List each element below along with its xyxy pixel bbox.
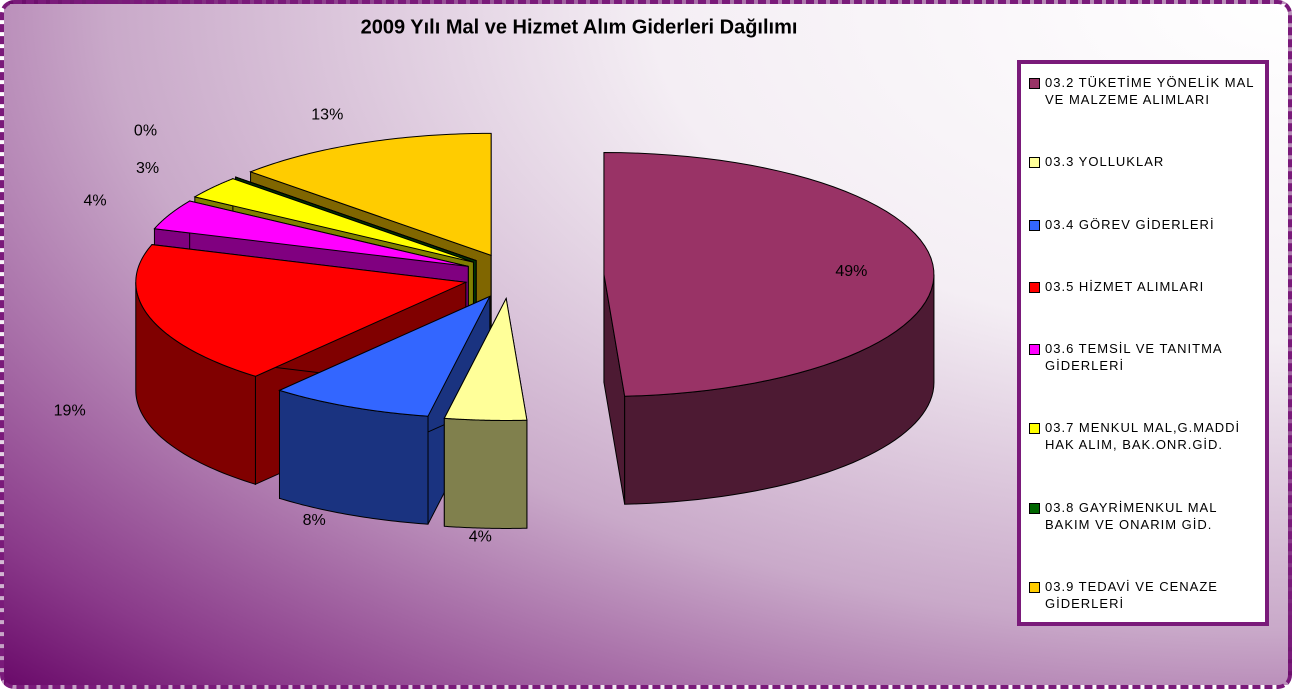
legend-item: 03.7 MENKUL MAL,G.MADDİ HAK ALIM, BAK.ON… (1029, 419, 1257, 453)
legend-label: 03.6 TEMSİL VE TANITMA GİDERLERİ (1045, 341, 1222, 374)
data-label: 49% (835, 263, 867, 280)
slice-top (443, 296, 528, 421)
data-label: 4% (83, 193, 106, 210)
data-label: 4% (469, 528, 492, 545)
legend-label: 03.4 GÖREV GİDERLERİ (1045, 216, 1215, 232)
data-label: 8% (303, 512, 326, 529)
slice (443, 296, 528, 529)
legend-label: 03.5 HİZMET ALIMLARI (1045, 278, 1205, 294)
legend-item: 03.2 TÜKETİME YÖNELİK MAL VE MALZEME ALI… (1029, 74, 1257, 108)
data-label: 19% (54, 402, 86, 419)
legend-label: 03.9 TEDAVİ VE CENAZE GİDERLERİ (1045, 578, 1218, 611)
legend-item: 03.8 GAYRİMENKUL MAL BAKIM VE ONARIM GİD… (1029, 499, 1257, 533)
data-label: 3% (136, 160, 159, 177)
data-label: 13% (311, 107, 343, 124)
slice-top (278, 295, 491, 417)
legend-item: 03.6 TEMSİL VE TANITMA GİDERLERİ (1029, 340, 1257, 374)
legend-item: 03.9 TEDAVİ VE CENAZE GİDERLERİ (1029, 578, 1257, 612)
legend-item: 03.3 YOLLUKLAR (1029, 153, 1257, 170)
legend-label: 03.8 GAYRİMENKUL MAL BAKIM VE ONARIM GİD… (1045, 499, 1217, 532)
legend-label: 03.2 TÜKETİME YÖNELİK MAL VE MALZEME ALI… (1045, 75, 1254, 107)
slice-top (603, 152, 935, 397)
legend-swatch (1029, 423, 1040, 435)
slice-wall (443, 417, 528, 529)
legend-label: 03.3 YOLLUKLAR (1045, 154, 1165, 170)
legend-swatch (1029, 78, 1040, 89)
slice (278, 295, 491, 525)
legend-item: 03.5 HİZMET ALIMLARI (1029, 278, 1257, 295)
slice-top (249, 132, 492, 257)
legend-swatch (1029, 581, 1040, 593)
legend-item: 03.4 GÖREV GİDERLERİ (1029, 216, 1257, 233)
chart-title: 2009 Yılı Mal ve Hizmet Alım Giderleri D… (361, 16, 798, 38)
legend-label: 03.7 MENKUL MAL,G.MADDİ HAK ALIM, BAK.ON… (1045, 420, 1241, 453)
legend: 03.2 TÜKETİME YÖNELİK MAL VE MALZEME ALI… (1017, 60, 1269, 626)
slice-top (153, 200, 469, 267)
slice-top (135, 244, 468, 377)
slice (603, 152, 935, 505)
legend-swatch (1029, 281, 1040, 293)
slice-top (235, 176, 477, 262)
legend-swatch (1029, 344, 1040, 356)
data-label: 0% (134, 122, 157, 139)
legend-swatch (1029, 502, 1040, 514)
chart: 2009 Yılı Mal ve Hizmet Alım Giderleri D… (54, 16, 935, 545)
slice-top (193, 178, 474, 263)
legend-swatch (1029, 219, 1040, 231)
legend-swatch (1029, 157, 1040, 169)
